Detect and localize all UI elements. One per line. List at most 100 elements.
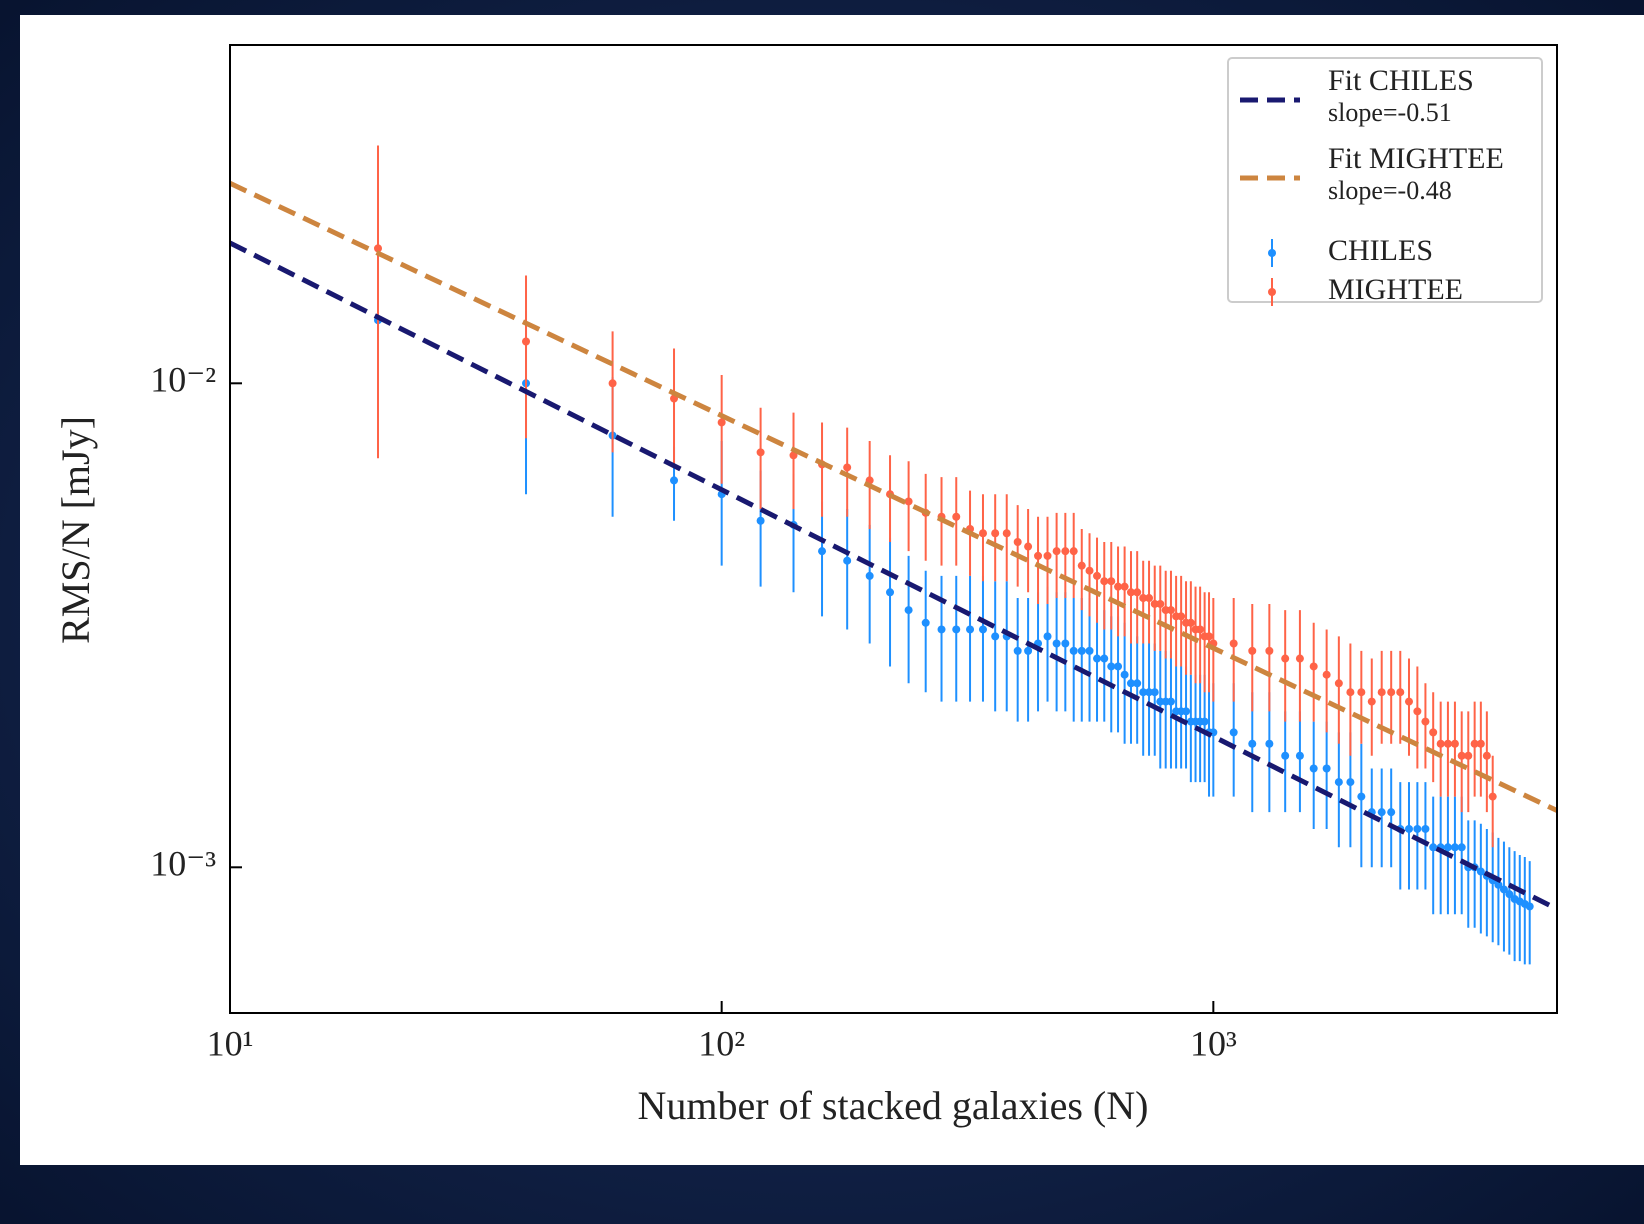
data-point	[865, 571, 874, 580]
data-point	[1334, 679, 1343, 688]
data-point	[1069, 547, 1078, 556]
data-point	[952, 625, 961, 634]
data-point	[1052, 547, 1061, 556]
data-point	[1429, 843, 1438, 852]
data-point	[1436, 739, 1445, 748]
data-point	[966, 625, 975, 634]
data-point	[1043, 632, 1052, 641]
data-point	[1377, 808, 1386, 817]
data-point	[991, 529, 1000, 538]
data-point	[843, 463, 852, 472]
data-point	[1387, 808, 1396, 817]
data-point	[1114, 582, 1123, 591]
data-point	[756, 516, 765, 525]
data-point	[1114, 662, 1123, 671]
data-point	[1309, 764, 1318, 773]
data-point	[1505, 890, 1514, 899]
data-point	[1295, 751, 1304, 760]
data-point	[1043, 551, 1052, 560]
y-axis-label: RMS/N [mJy]	[53, 416, 98, 644]
data-point	[1421, 824, 1430, 833]
data-point	[1499, 885, 1508, 894]
data-point	[1139, 594, 1148, 603]
plot-area	[230, 145, 1557, 965]
data-point	[1126, 588, 1135, 597]
data-point	[1525, 902, 1534, 911]
data-point	[1139, 688, 1148, 697]
data-point	[1166, 697, 1175, 706]
data-point	[1013, 538, 1022, 547]
data-point	[1085, 646, 1094, 655]
data-point	[991, 632, 1000, 641]
data-point	[1069, 646, 1078, 655]
data-point	[1322, 764, 1331, 773]
data-point	[1443, 739, 1452, 748]
legend-label: Fit CHILES	[1328, 64, 1474, 97]
data-point	[1248, 739, 1257, 748]
data-point	[1177, 612, 1186, 621]
data-point	[1034, 551, 1043, 560]
data-point	[952, 512, 961, 521]
data-point	[1357, 792, 1366, 801]
data-point	[1229, 639, 1238, 648]
data-point	[1346, 688, 1355, 697]
data-point	[374, 244, 383, 253]
legend-subtext: slope=-0.51	[1328, 98, 1452, 127]
data-point	[1002, 529, 1011, 538]
legend-marker	[1268, 249, 1276, 257]
data-point	[1450, 843, 1459, 852]
data-point	[1404, 697, 1413, 706]
data-point	[1265, 646, 1274, 655]
data-point	[1100, 577, 1109, 586]
data-point	[1377, 688, 1386, 697]
data-point	[1013, 646, 1022, 655]
data-point	[1133, 679, 1142, 688]
data-point	[1229, 728, 1238, 737]
data-point	[818, 547, 827, 556]
data-point	[670, 476, 679, 485]
data-point	[1196, 625, 1205, 634]
y-tick-label: 10⁻²	[150, 360, 216, 400]
data-point	[1457, 843, 1466, 852]
data-point	[1464, 751, 1473, 760]
data-point	[1120, 670, 1129, 679]
data-point	[1470, 739, 1479, 748]
data-point	[843, 556, 852, 565]
data-point	[1421, 717, 1430, 726]
data-point	[904, 497, 913, 506]
data-point	[1476, 739, 1485, 748]
legend-label: Fit MIGHTEE	[1328, 142, 1504, 175]
data-point	[1429, 728, 1438, 737]
data-point	[1334, 778, 1343, 787]
data-point	[1145, 594, 1154, 603]
data-point	[1052, 639, 1061, 648]
x-axis-label: Number of stacked galaxies (N)	[638, 1083, 1149, 1128]
fit-line	[230, 181, 1557, 813]
data-point	[1156, 599, 1165, 608]
data-point	[1061, 547, 1070, 556]
data-point	[1093, 571, 1102, 580]
data-point	[1126, 679, 1135, 688]
legend-box	[1227, 57, 1543, 303]
data-point	[1309, 662, 1318, 671]
x-tick-label: 10¹	[207, 1023, 254, 1063]
data-point	[921, 618, 930, 627]
data-point	[1120, 582, 1129, 591]
data-point	[1061, 639, 1070, 648]
data-point	[1166, 606, 1175, 615]
legend-label: MIGHTEE	[1328, 273, 1463, 306]
data-point	[1367, 697, 1376, 706]
data-point	[1281, 654, 1290, 663]
data-point	[522, 337, 531, 346]
data-point	[1295, 654, 1304, 663]
data-point	[1404, 824, 1413, 833]
data-point	[904, 606, 913, 615]
legend-marker	[1268, 288, 1276, 296]
data-point	[1077, 646, 1086, 655]
data-point	[1457, 751, 1466, 760]
x-tick-label: 10²	[698, 1023, 745, 1063]
data-point	[756, 448, 765, 457]
data-point	[1413, 707, 1422, 716]
data-point	[1396, 688, 1405, 697]
